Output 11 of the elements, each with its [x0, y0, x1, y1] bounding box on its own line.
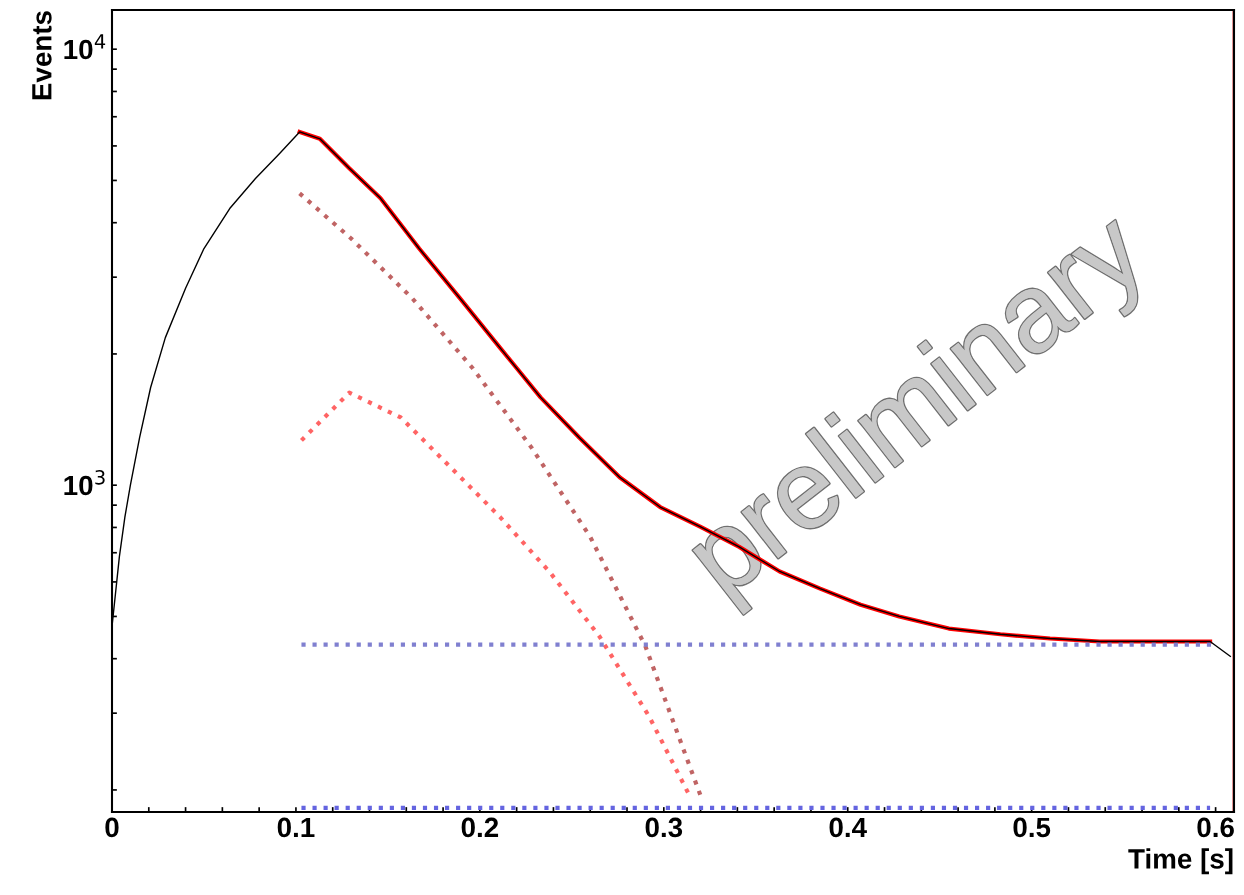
y-axis-title: Events [32, 11, 52, 100]
x-tick-label: 0 [105, 817, 119, 838]
y-tick-label: 10$^{3}$ [64, 469, 105, 496]
x-tick-label: 0.5 [1013, 817, 1051, 838]
x-tick-label: 0.4 [829, 817, 867, 838]
x-tick-label: 0.6 [1197, 817, 1234, 838]
x-tick-label: 0.3 [645, 817, 683, 838]
y-tick-label: 10$^{4}$ [64, 34, 106, 60]
x-tick-label: 0.2 [461, 817, 499, 838]
x-axis-title: Time [s] [1128, 848, 1233, 875]
x-tick-label: 0.1 [277, 817, 315, 838]
